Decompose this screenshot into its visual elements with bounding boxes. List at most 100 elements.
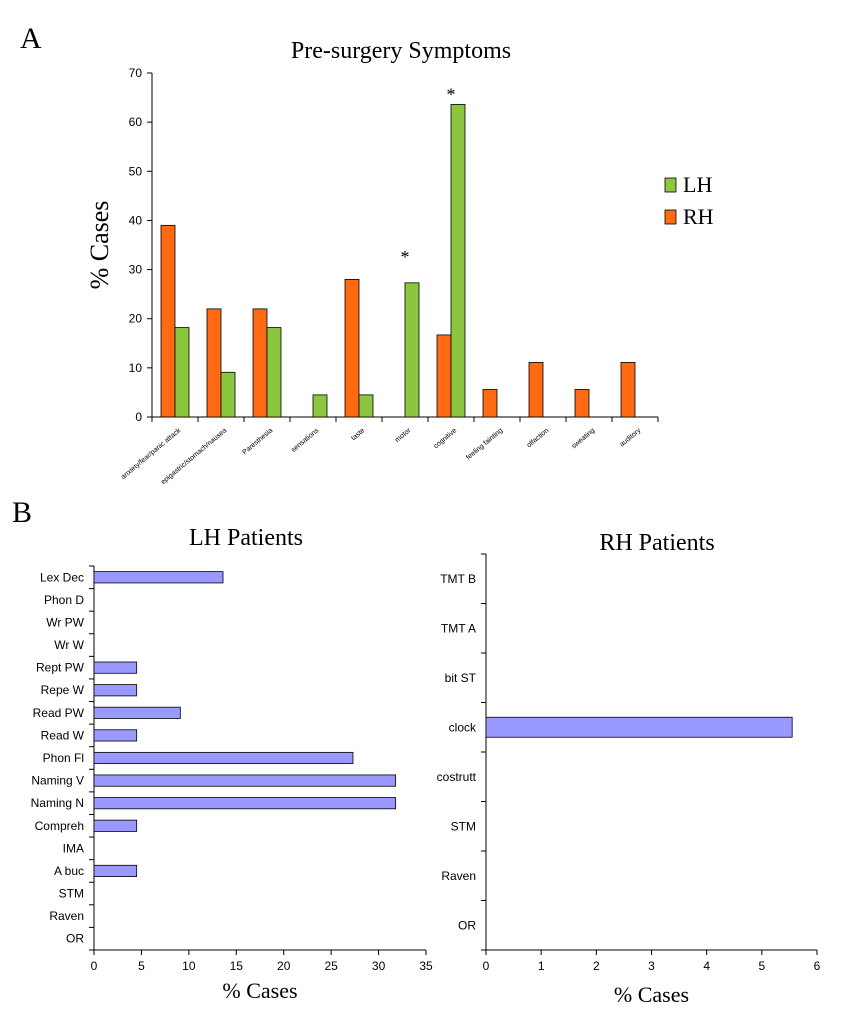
rh-x-label: % Cases xyxy=(614,982,689,1007)
lh-category-label: STM xyxy=(59,887,84,901)
chart-a-y-tick-label: 10 xyxy=(129,361,143,375)
rh-x-tick-label: 3 xyxy=(648,959,655,973)
bar-lh-motor xyxy=(404,282,420,418)
bar-lh-naming-n xyxy=(93,797,397,810)
lh-x-tick-label: 20 xyxy=(277,959,291,973)
chart-b-lh: LH Patients % Cases 0 5 10 15 20 25 30 35 Lex Dec P… xyxy=(31,525,433,1003)
lh-category-label: Phon Fl xyxy=(43,751,84,765)
legend-label-rh: RH xyxy=(683,204,714,229)
chart-a-y-label: % Cases xyxy=(85,201,114,290)
rh-x-tick-label: 2 xyxy=(593,959,600,973)
chart-a-y-tick-label: 20 xyxy=(129,312,143,326)
chart-a-category-label: motor xyxy=(394,427,413,444)
lh-category-label: Rept PW xyxy=(36,661,85,675)
rh-x-tick-label: 5 xyxy=(758,959,765,973)
lh-category-label: IMA xyxy=(63,841,84,855)
bar-lh-repe-w xyxy=(93,684,138,697)
rh-title: RH Patients xyxy=(599,530,714,556)
rh-category-label: costrutt xyxy=(437,770,477,784)
chart-a-category-label: auditory xyxy=(619,427,643,449)
lh-category-label: Read W xyxy=(41,728,85,742)
bar-lh-paresthesia xyxy=(266,327,282,418)
lh-category-label: Wr W xyxy=(54,638,84,652)
lh-category-label: Read PW xyxy=(33,706,85,720)
bar-rh-anxiety-fear-panic-attack xyxy=(160,224,176,418)
chart-a-category-label: olfaction xyxy=(526,427,551,449)
chart-a-y-tick-label: 30 xyxy=(129,263,143,277)
rh-x-tick-label: 6 xyxy=(814,959,821,973)
bar-lh-taste xyxy=(358,394,374,418)
lh-x-tick-label: 25 xyxy=(324,959,338,973)
chart-a-y-tick-label: 40 xyxy=(129,213,143,227)
bar-lh-compreh xyxy=(93,819,138,832)
chart-a-category-label: sweating xyxy=(571,427,597,450)
rh-x-tick-label: 4 xyxy=(703,959,710,973)
lh-category-label: Compreh xyxy=(35,819,84,833)
chart-a-y-tick-label: 50 xyxy=(129,164,143,178)
chart-a-significance-star: * xyxy=(401,247,410,267)
lh-category-label: Phon D xyxy=(44,593,84,607)
panel-label-b: B xyxy=(12,496,32,529)
panel-label-a: A xyxy=(20,22,42,55)
bar-rh-sweating xyxy=(574,389,590,418)
lh-category-label: Naming V xyxy=(31,774,84,788)
rh-x-tick-label: 1 xyxy=(538,959,545,973)
rh-category-label: Raven xyxy=(441,869,476,883)
lh-category-label: Wr PW xyxy=(46,615,84,629)
bar-lh-read-pw xyxy=(93,706,181,719)
chart-a-significance-star: * xyxy=(447,85,456,105)
rh-category-label: TMT A xyxy=(441,621,476,635)
legend-label-lh: LH xyxy=(683,172,712,197)
rh-category-label: clock xyxy=(449,720,477,734)
chart-a-title: Pre-surgery Symptoms xyxy=(291,38,511,64)
lh-category-label: Lex Dec xyxy=(40,570,84,584)
rh-x-tick-label: 0 xyxy=(483,959,490,973)
chart-a-y-tick-label: 0 xyxy=(135,410,142,424)
bar-lh-phon-fl xyxy=(93,751,354,765)
lh-x-tick-label: 0 xyxy=(91,959,98,973)
bar-lh-naming-v xyxy=(93,774,397,787)
chart-a-y-tick-label: 70 xyxy=(129,66,143,80)
bar-lh-lex-dec xyxy=(93,571,224,584)
lh-category-label: Raven xyxy=(49,909,84,923)
bar-rh-taste xyxy=(344,278,360,418)
rh-category-label: STM xyxy=(451,819,476,833)
bar-rh-epigastric-stomach-nausea xyxy=(206,308,222,418)
lh-category-label: A buc xyxy=(54,864,84,878)
lh-x-tick-label: 35 xyxy=(419,959,433,973)
bar-rh-olfaction xyxy=(528,362,544,418)
bar-rh-feeling-fainting xyxy=(482,389,498,418)
bar-rh-cognitive xyxy=(436,334,452,418)
chart-b-rh: RH Patients % Cases 0 1 2 3 4 5 6 TMT B TMT A bit S… xyxy=(437,530,821,1007)
chart-a-category-label: sensations xyxy=(290,427,321,454)
bar-lh-anxiety-fear-panic-attack xyxy=(174,327,190,418)
chart-a-category-label: feeling fainting xyxy=(465,427,504,461)
rh-category-label: TMT B xyxy=(440,572,476,586)
chart-a-category-label: Paresthesia xyxy=(241,427,274,456)
rh-category-label: OR xyxy=(458,918,476,932)
lh-x-tick-label: 5 xyxy=(138,959,145,973)
rh-category-label: bit ST xyxy=(445,671,477,685)
lh-category-label: Repe W xyxy=(41,683,85,697)
bar-lh-sensations xyxy=(312,394,328,418)
lh-x-label: % Cases xyxy=(222,978,297,1003)
chart-a-category-label: taste xyxy=(350,427,366,442)
lh-x-tick-label: 10 xyxy=(182,959,196,973)
legend-swatch-rh xyxy=(664,209,677,225)
legend-swatch-lh xyxy=(664,177,677,193)
chart-a: Pre-surgery Symptoms % Cases 0 10 20 30 40 50 60… xyxy=(85,38,714,486)
bar-rh-paresthesia xyxy=(252,308,268,418)
bar-lh-read-w xyxy=(93,729,138,742)
lh-title: LH Patients xyxy=(189,525,303,551)
lh-category-label: OR xyxy=(66,932,84,946)
bar-lh-cognitive xyxy=(450,104,466,418)
lh-x-tick-label: 15 xyxy=(230,959,244,973)
lh-category-label: Naming N xyxy=(31,796,84,810)
chart-a-y-tick-label: 60 xyxy=(129,115,143,129)
bar-lh-a-buc xyxy=(93,864,138,877)
bar-lh-rept-pw xyxy=(93,661,138,674)
lh-x-tick-label: 30 xyxy=(372,959,386,973)
bar-rh-auditory xyxy=(620,362,636,418)
chart-a-category-label: cognitive xyxy=(433,427,459,450)
